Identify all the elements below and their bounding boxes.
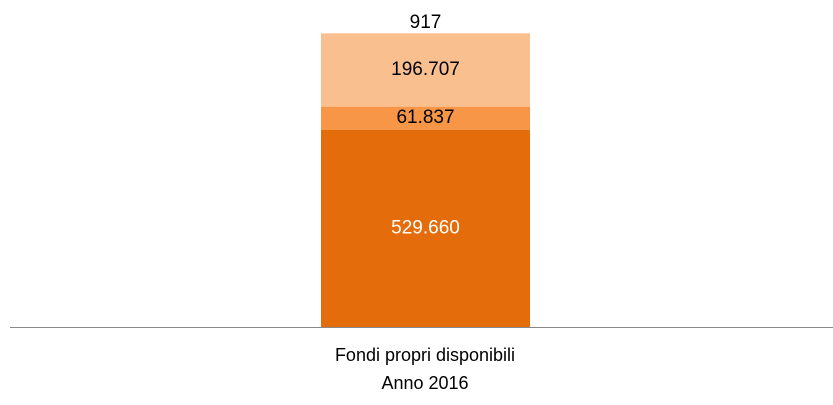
bar-segment — [321, 129, 530, 327]
value-label: 917 — [410, 12, 442, 33]
value-label: 61.837 — [396, 107, 454, 128]
bar-segment — [321, 106, 530, 130]
bar-segment — [321, 33, 530, 107]
value-label: 529.660 — [391, 217, 460, 238]
category-label: Fondi propri disponibili Anno 2016 — [334, 345, 516, 393]
value-label: 196.707 — [391, 59, 460, 80]
